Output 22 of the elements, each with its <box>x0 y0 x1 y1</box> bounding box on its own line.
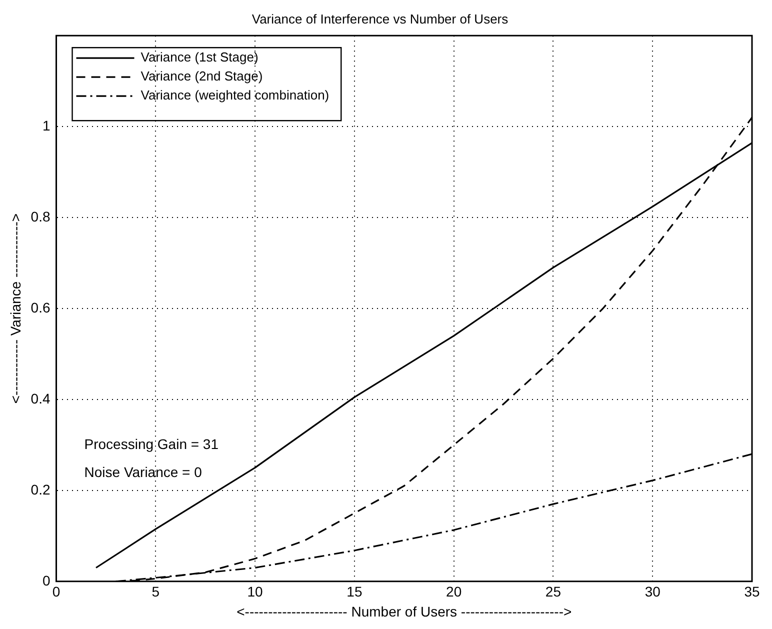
y-tick-label: 0.2 <box>30 481 50 498</box>
legend-label: Variance (weighted combination) <box>140 88 330 103</box>
y-tick-label: 1 <box>42 117 50 134</box>
legend-label: Variance (1st Stage) <box>140 50 258 65</box>
x-tick-label: 10 <box>247 584 264 600</box>
x-axis-title: <---------------------- Number of Users ----------------------> <box>236 603 572 620</box>
y-tick-label: 0.4 <box>30 390 50 406</box>
y-tick-label: 0.8 <box>30 208 50 224</box>
annotation: Processing Gain = 31 <box>84 436 219 452</box>
x-tick-label: 35 <box>744 584 760 600</box>
x-tick-label: 25 <box>545 584 562 600</box>
y-tick-label: 0.6 <box>30 299 50 316</box>
x-tick-label: 30 <box>644 584 661 600</box>
annotation: Noise Variance = 0 <box>84 464 202 480</box>
x-tick-label: 0 <box>52 584 60 600</box>
y-tick-label: 0 <box>42 572 50 588</box>
x-tick-label: 20 <box>446 584 462 600</box>
chart-title: Variance of Interference vs Number of Users <box>252 11 509 26</box>
x-tick-label: 5 <box>152 584 160 600</box>
legend-label: Variance (2nd Stage) <box>140 68 263 84</box>
x-tick-label: 15 <box>346 584 362 600</box>
y-axis-title: <------------ Variance ------------> <box>7 213 24 404</box>
